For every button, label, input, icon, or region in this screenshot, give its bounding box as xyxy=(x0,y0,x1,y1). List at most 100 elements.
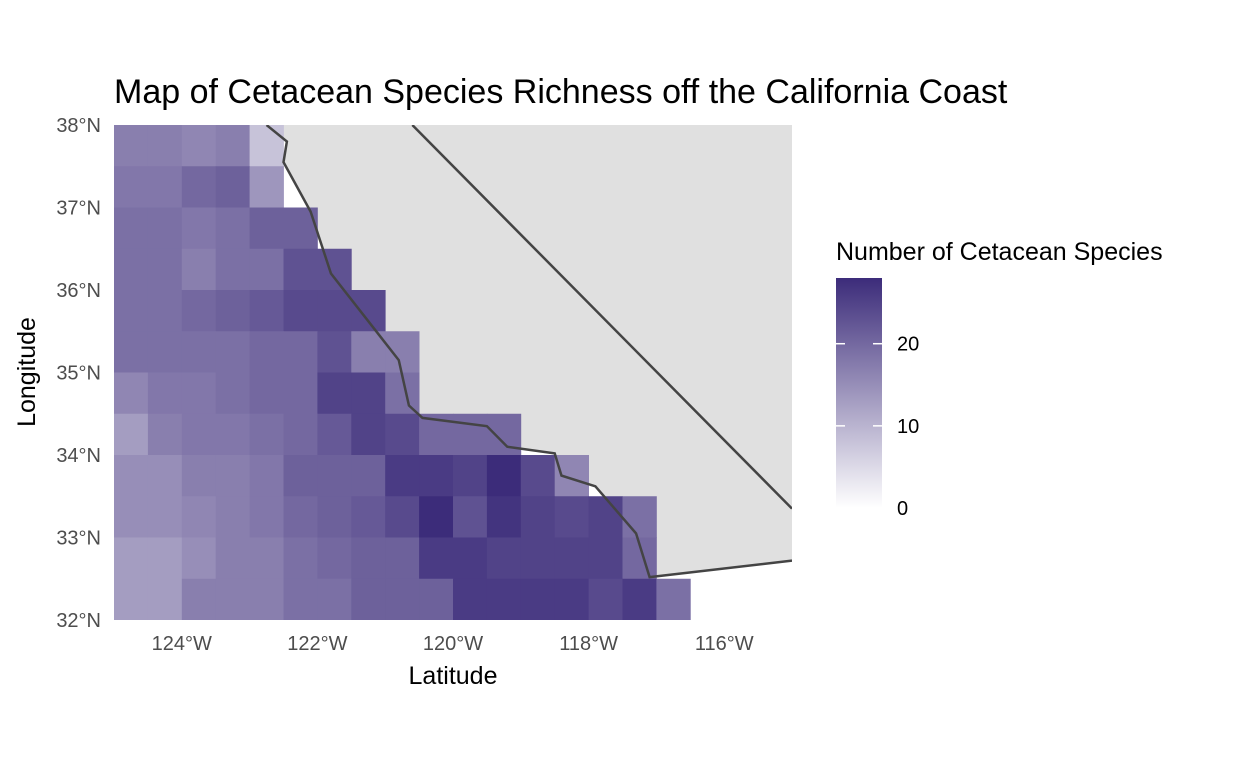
heat-cell xyxy=(249,372,284,415)
heat-cell xyxy=(283,331,318,373)
heat-cell xyxy=(114,290,149,332)
heat-cell xyxy=(114,455,149,497)
heat-cell xyxy=(351,413,386,456)
legend-title: Number of Cetacean Species xyxy=(836,238,1163,266)
x-axis-title: Latitude xyxy=(409,662,498,690)
x-tick-label: 116°W xyxy=(695,633,754,655)
x-tick-label: 118°W xyxy=(559,633,618,655)
heat-cell xyxy=(554,455,589,497)
legend-label: 0 xyxy=(897,498,908,520)
heat-cell xyxy=(147,248,183,291)
heat-cell xyxy=(215,248,250,291)
heat-cell xyxy=(181,578,217,620)
heat-cell xyxy=(385,578,420,620)
heat-cell xyxy=(554,496,589,538)
x-tick-label: 124°W xyxy=(152,633,212,655)
heat-cell xyxy=(114,166,149,208)
heat-cell xyxy=(181,372,217,415)
heat-cell xyxy=(486,455,522,497)
chart-title: Map of Cetacean Species Richness off the… xyxy=(114,73,1008,111)
heat-cell xyxy=(114,578,149,620)
heat-cell xyxy=(147,537,183,580)
heat-cell xyxy=(453,455,488,497)
heat-cell xyxy=(622,496,657,538)
heat-cell xyxy=(520,578,556,620)
heat-cell xyxy=(283,413,318,456)
heat-cell xyxy=(114,413,149,456)
heat-cell xyxy=(114,496,149,538)
heat-cell xyxy=(147,496,183,538)
heat-cell xyxy=(249,455,284,497)
heat-cell xyxy=(181,125,217,167)
heat-cell xyxy=(317,331,352,373)
heat-cell xyxy=(249,331,284,373)
heat-cell xyxy=(181,248,217,291)
heat-cell xyxy=(554,578,589,620)
heat-cell xyxy=(486,578,522,620)
y-tick-label: 34°N xyxy=(56,445,101,467)
y-tick-label: 35°N xyxy=(56,363,101,385)
y-tick-label: 37°N xyxy=(56,198,101,220)
heat-cell xyxy=(215,372,250,415)
heat-cell xyxy=(317,537,352,580)
heat-cell xyxy=(249,207,284,250)
heat-cell xyxy=(283,290,318,332)
heat-cell xyxy=(453,578,488,620)
axes: 124°W 122°W 120°W 118°W 116°W 32°N 33°N 34°N 35°… xyxy=(56,115,753,655)
heat-cell xyxy=(419,537,454,580)
heat-cell xyxy=(215,455,250,497)
heat-cell xyxy=(385,496,420,538)
heat-cell xyxy=(317,372,352,415)
heat-cell xyxy=(283,537,318,580)
color-legend: Number of Cetacean Species 0 10 20 xyxy=(836,238,1163,520)
heat-cell xyxy=(181,166,217,208)
heat-cell xyxy=(147,372,183,415)
heat-cell xyxy=(114,372,149,415)
y-tick-label: 38°N xyxy=(56,115,101,137)
heat-cell xyxy=(215,125,250,167)
heat-cell xyxy=(249,166,284,208)
y-tick-label: 32°N xyxy=(56,610,101,632)
heat-cell xyxy=(283,207,318,250)
heat-cell xyxy=(520,537,556,580)
heat-cell xyxy=(351,537,386,580)
heat-cell xyxy=(147,290,183,332)
heat-cell xyxy=(622,578,657,620)
state-border xyxy=(411,125,792,510)
heat-cell xyxy=(215,578,250,620)
heat-cell xyxy=(283,372,318,415)
heat-cell xyxy=(588,496,623,538)
heat-cell xyxy=(147,166,183,208)
heat-cell xyxy=(181,537,217,580)
heat-cell xyxy=(419,455,454,497)
heat-cell xyxy=(181,455,217,497)
heat-cell xyxy=(283,455,318,497)
heat-cell xyxy=(215,537,250,580)
heat-cell xyxy=(147,331,183,373)
heat-cell xyxy=(147,125,183,167)
heat-cell xyxy=(453,413,488,456)
heat-cell xyxy=(385,537,420,580)
heat-cell xyxy=(215,331,250,373)
heat-cell xyxy=(317,248,352,291)
y-axis-title: Longitude xyxy=(13,317,41,427)
heat-cell xyxy=(181,413,217,456)
heat-cell xyxy=(249,496,284,538)
heat-cell xyxy=(114,537,149,580)
x-tick-label: 122°W xyxy=(287,633,347,655)
heat-cell xyxy=(181,331,217,373)
heat-cell xyxy=(317,496,352,538)
heat-cell xyxy=(351,455,386,497)
heat-cell xyxy=(486,496,522,538)
heat-cell xyxy=(249,290,284,332)
heat-cell xyxy=(588,578,623,620)
heat-cell xyxy=(554,537,589,580)
heat-cell xyxy=(520,455,556,497)
heat-cell xyxy=(385,455,420,497)
heat-cell xyxy=(453,496,488,538)
heat-cell xyxy=(283,248,318,291)
heat-cell xyxy=(215,496,250,538)
land-area xyxy=(266,125,792,578)
heat-cell xyxy=(520,496,556,538)
heat-cell xyxy=(351,290,386,332)
